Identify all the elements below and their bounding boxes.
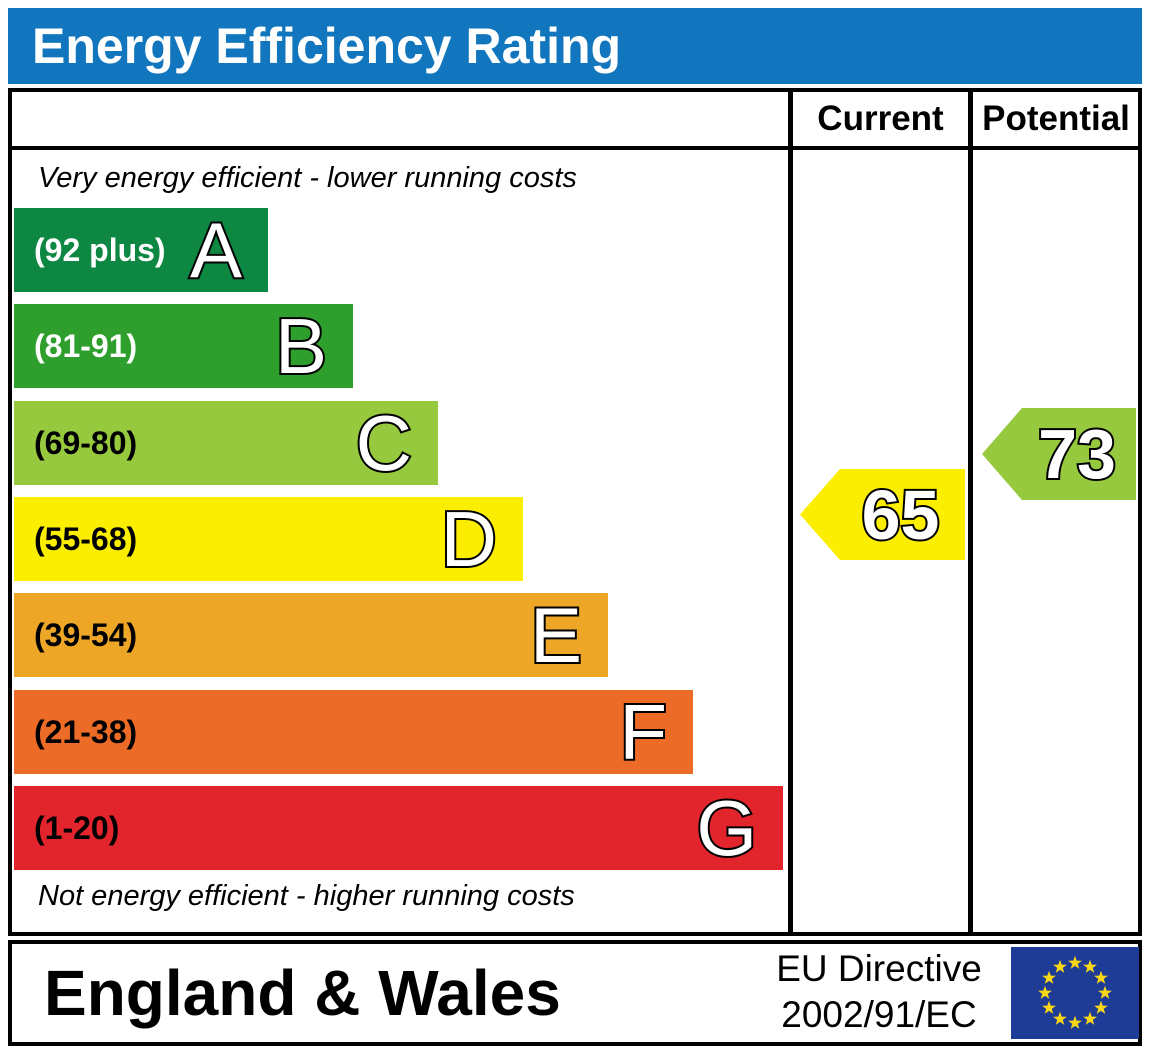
page-title: Energy Efficiency Rating (32, 18, 622, 74)
current-column-divider (788, 92, 793, 932)
current-rating-arrow: 65 (800, 469, 965, 560)
eu-flag-star (1042, 970, 1056, 984)
rating-bands: (92 plus) A (81-91) B (69-80) C (55-68) D (39-54… (12, 92, 1138, 932)
band-b: (81-91) B (14, 304, 353, 388)
current-rating-value: 65 (860, 474, 942, 556)
band-c: (69-80) C (14, 401, 438, 485)
band-e: (39-54) E (14, 593, 608, 677)
band-letter: G (694, 784, 759, 872)
title-banner: Energy Efficiency Rating (8, 8, 1142, 84)
footer-box: England & Wales EU Directive 2002/91/EC (8, 940, 1142, 1046)
eu-flag-star (1083, 959, 1097, 973)
eu-flag-star (1094, 970, 1108, 984)
eu-flag-star (1068, 955, 1082, 969)
band-letter: B (273, 302, 329, 390)
band-letter: D (439, 495, 499, 583)
band-range-label: (69-80) (34, 424, 138, 461)
band-range-label: (1-20) (34, 809, 120, 846)
eu-flag-star (1038, 985, 1052, 999)
band-range-label: (39-54) (34, 616, 138, 653)
band-letter: E (528, 591, 584, 679)
potential-rating-arrow: 73 (982, 408, 1136, 500)
eu-flag-star (1053, 959, 1067, 973)
eu-directive-line1: EU Directive (776, 948, 982, 989)
eu-flag-star (1042, 1000, 1056, 1014)
band-range-label: (92 plus) (34, 231, 166, 268)
eu-directive-label: EU Directive 2002/91/EC (754, 946, 1004, 1038)
chart-header-row: Current Potential (12, 92, 1138, 150)
band-range-label: (21-38) (34, 713, 138, 750)
eu-directive-line2: 2002/91/EC (781, 994, 977, 1035)
current-column-header: Current (817, 99, 944, 138)
bottom-caption: Not energy efficient - higher running co… (38, 880, 575, 912)
current-arrow-shape (800, 469, 965, 560)
eu-flag-star (1094, 1000, 1108, 1014)
band-d: (55-68) D (14, 497, 523, 581)
eu-flag-star (1083, 1011, 1097, 1025)
band-range-label: (81-91) (34, 327, 138, 364)
band-letter: A (188, 206, 244, 294)
potential-column-header: Potential (982, 99, 1130, 138)
potential-column-divider (968, 92, 973, 932)
eu-flag-star (1098, 985, 1112, 999)
eu-flag-icon (1011, 947, 1139, 1039)
band-a: (92 plus) A (14, 208, 268, 292)
band-range-label: (55-68) (34, 520, 138, 557)
potential-rating-value: 73 (1036, 413, 1118, 495)
band-f: (21-38) F (14, 690, 693, 774)
band-letter: C (354, 399, 414, 487)
eu-flag-star (1068, 1015, 1082, 1029)
region-label: England & Wales (44, 957, 561, 1029)
rating-chart: Current Potential Very energy efficient … (8, 88, 1142, 936)
eu-flag-star (1053, 1011, 1067, 1025)
band-g: (1-20) G (14, 786, 783, 870)
top-caption: Very energy efficient - lower running co… (38, 162, 577, 194)
potential-arrow-shape (982, 408, 1136, 500)
band-letter: F (617, 688, 669, 776)
